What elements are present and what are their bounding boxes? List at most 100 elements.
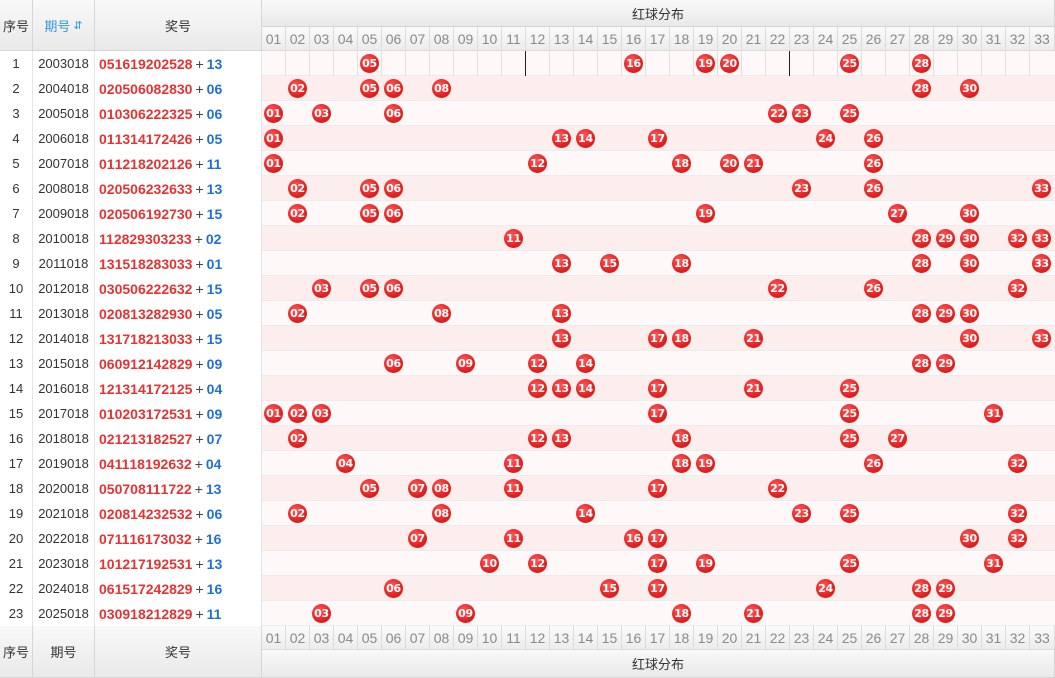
number-header-28: 28: [910, 27, 934, 51]
number-header-24: 24: [814, 626, 838, 650]
red-number: 28: [145, 255, 162, 272]
red-ball-marker: 02: [288, 429, 307, 448]
red-number: 20: [145, 55, 162, 72]
blue-number: 01: [206, 255, 223, 272]
row-seq: 9: [0, 251, 33, 276]
red-number: 19: [144, 455, 161, 472]
red-ball-marker: 30: [960, 304, 979, 323]
red-ball-marker: 28: [912, 229, 931, 248]
number-header-20: 20: [718, 626, 742, 650]
red-number: 07: [114, 480, 131, 497]
blue-number: 13: [205, 480, 222, 497]
number-header-14: 14: [574, 626, 598, 650]
red-number: 29: [129, 230, 145, 247]
period-header-sort[interactable]: 期号 ⇵: [33, 0, 95, 51]
red-ball-marker: 11: [504, 229, 523, 248]
sort-icon[interactable]: ⇵: [73, 19, 83, 32]
red-number: 02: [99, 180, 115, 197]
red-ball-marker: 22: [768, 479, 787, 498]
number-header-05: 05: [358, 626, 382, 650]
number-header-18: 18: [670, 626, 694, 650]
red-ball-marker: 12: [528, 429, 547, 448]
red-number: 26: [176, 155, 193, 172]
number-header-02: 02: [286, 626, 310, 650]
red-number: 23: [145, 180, 162, 197]
red-ball-marker: 22: [768, 279, 787, 298]
number-header-05: 05: [358, 27, 382, 51]
red-number: 25: [176, 105, 193, 122]
row-seq: 20: [0, 526, 33, 551]
number-header-04: 04: [334, 27, 358, 51]
plus-sign: +: [195, 105, 204, 122]
row-period: 2007018: [33, 151, 95, 176]
red-number: 28: [161, 355, 177, 372]
red-number: 28: [176, 55, 193, 72]
red-number: 14: [130, 505, 146, 522]
red-ball-marker: 08: [432, 479, 451, 498]
red-ball-marker: 25: [840, 429, 859, 448]
red-ball-marker: 24: [816, 129, 835, 148]
red-number: 25: [161, 405, 177, 422]
number-header-19: 19: [694, 626, 718, 650]
red-number: 25: [161, 55, 177, 72]
red-number: 18: [130, 155, 146, 172]
plus-sign: +: [195, 280, 204, 297]
red-ball-marker: 12: [528, 354, 547, 373]
plus-sign: +: [195, 130, 204, 147]
red-number: 30: [161, 255, 177, 272]
seq-footer: 序号: [0, 626, 33, 678]
red-ball-marker: 27: [888, 429, 907, 448]
red-number: 06: [130, 280, 146, 297]
red-number: 17: [114, 330, 131, 347]
red-ball-marker: 18: [672, 454, 691, 473]
number-header-09: 09: [454, 27, 478, 51]
number-header-22: 22: [766, 27, 790, 51]
red-number: 03: [99, 280, 115, 297]
row-seq: 22: [0, 576, 33, 601]
red-ball-marker: 11: [504, 529, 523, 548]
number-header-03: 03: [310, 626, 334, 650]
red-number: 03: [114, 105, 131, 122]
red-ball-marker: 28: [912, 604, 931, 623]
row-period: 2018018: [33, 426, 95, 451]
blue-number: 13: [206, 55, 223, 72]
red-number: 09: [114, 605, 131, 622]
number-header-01: 01: [262, 626, 286, 650]
red-ball-marker: 02: [288, 79, 307, 98]
row-prize-numbers: 12 13 14 17 21 25 +04: [95, 376, 262, 401]
plus-sign: +: [194, 530, 203, 547]
red-ball-marker: 14: [576, 129, 595, 148]
blue-number: 04: [205, 455, 222, 472]
red-ball-marker: 17: [648, 404, 667, 423]
number-header-22: 22: [766, 626, 790, 650]
row-period: 2012018: [33, 276, 95, 301]
row-prize-numbers: 04 11 18 19 26 32 +04: [95, 451, 262, 476]
number-header-11: 11: [502, 626, 526, 650]
number-header-32: 32: [1006, 626, 1030, 650]
red-ball-marker: 08: [432, 504, 451, 523]
row-seq: 19: [0, 501, 33, 526]
red-ball-marker: 01: [264, 154, 283, 173]
red-ball-marker: 20: [720, 54, 739, 73]
red-number: 21: [145, 330, 162, 347]
number-header-16: 16: [622, 27, 646, 51]
row-prize-numbers: 02 08 14 23 25 32 +06: [95, 501, 262, 526]
red-number: 08: [130, 480, 146, 497]
red-number: 03: [130, 405, 146, 422]
red-number: 17: [145, 380, 162, 397]
red-ball-marker: 18: [672, 604, 691, 623]
red-ball-marker: 21: [744, 604, 763, 623]
red-number: 05: [114, 80, 131, 97]
row-seq: 21: [0, 551, 33, 576]
red-ball-marker: 18: [672, 254, 691, 273]
red-ball-marker: 30: [960, 204, 979, 223]
red-number: 13: [114, 380, 131, 397]
red-number: 30: [160, 530, 177, 547]
red-number: 30: [176, 305, 193, 322]
red-ball-marker: 21: [744, 329, 763, 348]
red-ball-marker: 19: [696, 204, 715, 223]
number-header-08: 08: [430, 626, 454, 650]
number-header-10: 10: [478, 626, 502, 650]
red-number: 28: [113, 230, 130, 247]
